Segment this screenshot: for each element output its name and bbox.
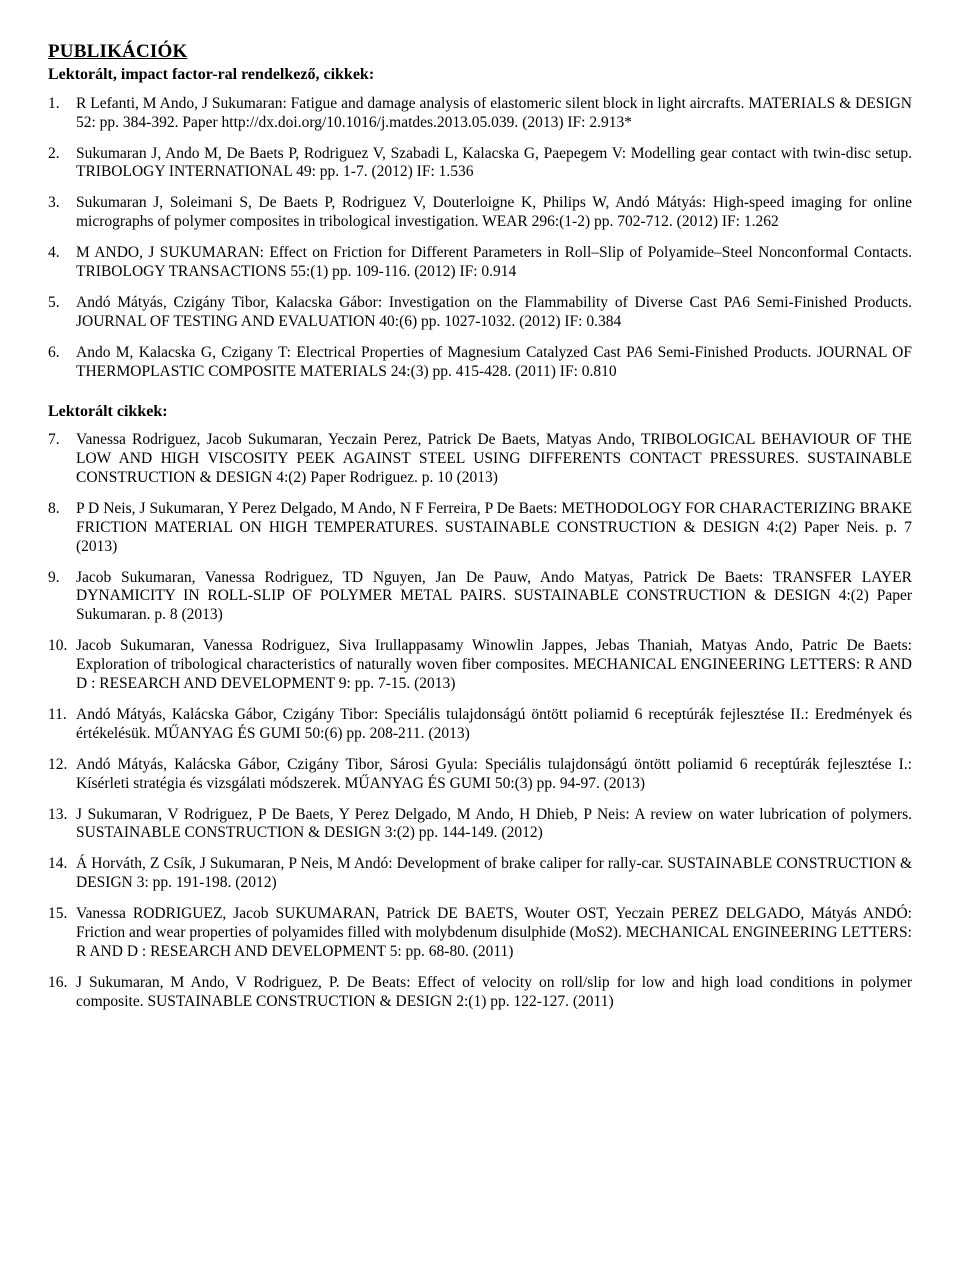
publication-text: J Sukumaran, M Ando, V Rodriguez, P. De … <box>76 974 912 1012</box>
publication-list-lektoralt: 7.Vanessa Rodriguez, Jacob Sukumaran, Ye… <box>48 431 912 1012</box>
publication-text: Ando M, Kalacska G, Czigany T: Electrica… <box>76 344 912 382</box>
publication-number: 7. <box>48 431 76 488</box>
publication-item: 11.Andó Mátyás, Kalácska Gábor, Czigány … <box>48 706 912 744</box>
publication-item: 10.Jacob Sukumaran, Vanessa Rodriguez, S… <box>48 637 912 694</box>
publication-number: 14. <box>48 855 76 893</box>
publication-number: 11. <box>48 706 76 744</box>
publication-number: 6. <box>48 344 76 382</box>
publication-number: 5. <box>48 294 76 332</box>
publication-item: 16.J Sukumaran, M Ando, V Rodriguez, P. … <box>48 974 912 1012</box>
publication-number: 9. <box>48 569 76 626</box>
publication-text: R Lefanti, M Ando, J Sukumaran: Fatigue … <box>76 95 912 133</box>
publication-text: Andó Mátyás, Czigány Tibor, Kalacska Gáb… <box>76 294 912 332</box>
publication-number: 4. <box>48 244 76 282</box>
publication-number: 10. <box>48 637 76 694</box>
publication-text: Vanessa Rodriguez, Jacob Sukumaran, Yecz… <box>76 431 912 488</box>
publication-item: 9.Jacob Sukumaran, Vanessa Rodriguez, TD… <box>48 569 912 626</box>
publication-item: 6.Ando M, Kalacska G, Czigany T: Electri… <box>48 344 912 382</box>
publication-number: 12. <box>48 756 76 794</box>
publication-number: 1. <box>48 95 76 133</box>
publication-number: 15. <box>48 905 76 962</box>
publication-text: J Sukumaran, V Rodriguez, P De Baets, Y … <box>76 806 912 844</box>
publication-text: Jacob Sukumaran, Vanessa Rodriguez, TD N… <box>76 569 912 626</box>
publication-item: 14.Á Horváth, Z Csík, J Sukumaran, P Nei… <box>48 855 912 893</box>
section-heading-lektoralt: Lektorált cikkek: <box>48 402 912 422</box>
publication-text: M ANDO, J SUKUMARAN: Effect on Friction … <box>76 244 912 282</box>
publication-text: Andó Mátyás, Kalácska Gábor, Czigány Tib… <box>76 756 912 794</box>
publication-text: Jacob Sukumaran, Vanessa Rodriguez, Siva… <box>76 637 912 694</box>
publication-text: Andó Mátyás, Kalácska Gábor, Czigány Tib… <box>76 706 912 744</box>
publication-item: 1.R Lefanti, M Ando, J Sukumaran: Fatigu… <box>48 95 912 133</box>
publication-item: 7.Vanessa Rodriguez, Jacob Sukumaran, Ye… <box>48 431 912 488</box>
publication-item: 4.M ANDO, J SUKUMARAN: Effect on Frictio… <box>48 244 912 282</box>
publication-number: 16. <box>48 974 76 1012</box>
section-heading-impact: Lektorált, impact factor-ral rendelkező,… <box>48 65 912 85</box>
publication-number: 3. <box>48 194 76 232</box>
publication-item: 5.Andó Mátyás, Czigány Tibor, Kalacska G… <box>48 294 912 332</box>
publication-item: 8.P D Neis, J Sukumaran, Y Perez Delgado… <box>48 500 912 557</box>
page-title: PUBLIKÁCIÓK <box>48 40 912 63</box>
publication-number: 2. <box>48 145 76 183</box>
publication-text: Á Horváth, Z Csík, J Sukumaran, P Neis, … <box>76 855 912 893</box>
publication-text: Vanessa RODRIGUEZ, Jacob SUKUMARAN, Patr… <box>76 905 912 962</box>
publication-list-impact: 1.R Lefanti, M Ando, J Sukumaran: Fatigu… <box>48 95 912 382</box>
publication-item: 3.Sukumaran J, Soleimani S, De Baets P, … <box>48 194 912 232</box>
publication-item: 2.Sukumaran J, Ando M, De Baets P, Rodri… <box>48 145 912 183</box>
publication-text: P D Neis, J Sukumaran, Y Perez Delgado, … <box>76 500 912 557</box>
publication-number: 13. <box>48 806 76 844</box>
publication-number: 8. <box>48 500 76 557</box>
publication-item: 13.J Sukumaran, V Rodriguez, P De Baets,… <box>48 806 912 844</box>
publication-item: 12.Andó Mátyás, Kalácska Gábor, Czigány … <box>48 756 912 794</box>
publication-text: Sukumaran J, Ando M, De Baets P, Rodrigu… <box>76 145 912 183</box>
publication-text: Sukumaran J, Soleimani S, De Baets P, Ro… <box>76 194 912 232</box>
publication-item: 15.Vanessa RODRIGUEZ, Jacob SUKUMARAN, P… <box>48 905 912 962</box>
